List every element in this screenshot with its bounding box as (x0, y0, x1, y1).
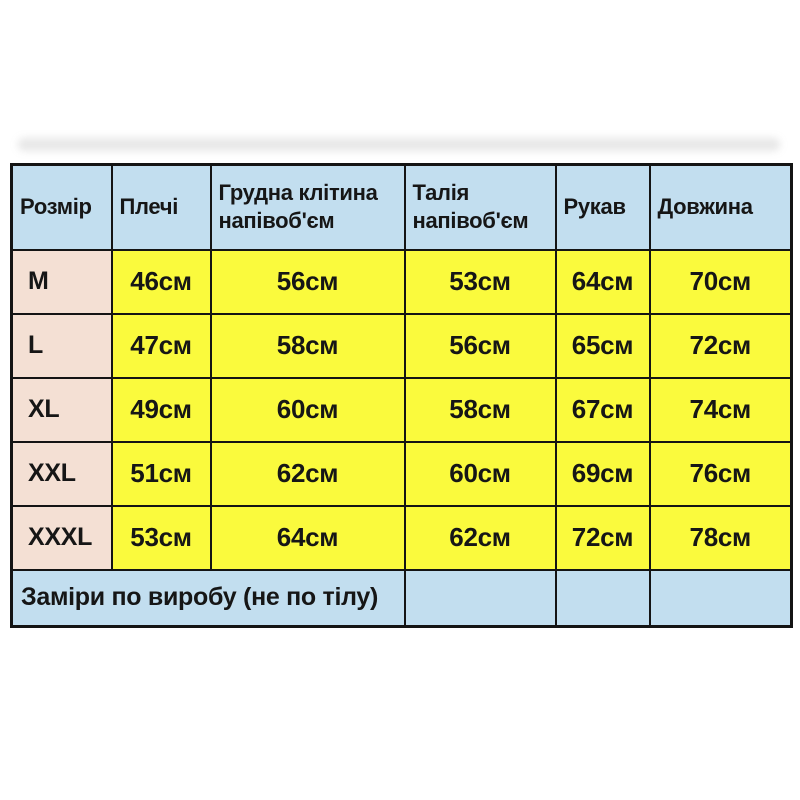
measurement-cell: 56см (403, 312, 557, 379)
measurement-cell: 53см (110, 504, 212, 571)
measurement-cell: 47см (110, 312, 212, 379)
measurement-cell: 58см (403, 376, 557, 443)
measurement-cell: 56см (209, 248, 406, 315)
measurement-cell: 72см (648, 312, 793, 379)
measurement-cell: 74см (648, 376, 793, 443)
table-row-xxxl: XXXL 53см 64см 62см 72см 78см (10, 504, 793, 571)
measurement-cell: 69см (554, 440, 651, 507)
measurement-cell: 64см (554, 248, 651, 315)
table-row-xl: XL 49см 60см 58см 67см 74см (10, 376, 793, 443)
header-row: Розмір Плечі Грудна клітина напівоб'єм Т… (10, 163, 793, 251)
measurement-cell: 49см (110, 376, 212, 443)
measurement-cell: 60см (209, 376, 406, 443)
table-row-m: M 46см 56см 53см 64см 70см (10, 248, 793, 315)
size-label-cell: XXXL (10, 504, 113, 571)
measurement-cell: 65см (554, 312, 651, 379)
measurement-cell: 67см (554, 376, 651, 443)
measurement-cell: 70см (648, 248, 793, 315)
table-row-xxl: XXL 51см 62см 60см 69см 76см (10, 440, 793, 507)
measurement-cell: 58см (209, 312, 406, 379)
measurement-cell: 46см (110, 248, 212, 315)
footer-row: Заміри по виробу (не по тілу) (10, 568, 793, 628)
measurement-cell: 78см (648, 504, 793, 571)
header-shoulders: Плечі (110, 163, 212, 251)
footer-note: Заміри по виробу (не по тілу) (10, 568, 406, 628)
measurement-cell: 76см (648, 440, 793, 507)
header-size: Розмір (10, 163, 113, 251)
size-chart-table: Розмір Плечі Грудна клітина напівоб'єм Т… (10, 163, 793, 628)
header-length: Довжина (648, 163, 793, 251)
measurement-cell: 53см (403, 248, 557, 315)
table-row-l: L 47см 58см 56см 65см 72см (10, 312, 793, 379)
measurement-cell: 62см (209, 440, 406, 507)
header-sleeve: Рукав (554, 163, 651, 251)
size-label-cell: L (10, 312, 113, 379)
footer-empty-cell (403, 568, 557, 628)
measurement-cell: 72см (554, 504, 651, 571)
size-label-cell: M (10, 248, 113, 315)
measurement-cell: 60см (403, 440, 557, 507)
size-label-cell: XL (10, 376, 113, 443)
footer-empty-cell (554, 568, 651, 628)
measurement-cell: 51см (110, 440, 212, 507)
blurred-artifact (18, 138, 780, 151)
header-chest: Грудна клітина напівоб'єм (209, 163, 406, 251)
header-waist: Талія напівоб'єм (403, 163, 557, 251)
footer-empty-cell (648, 568, 793, 628)
size-label-cell: XXL (10, 440, 113, 507)
measurement-cell: 64см (209, 504, 406, 571)
measurement-cell: 62см (403, 504, 557, 571)
